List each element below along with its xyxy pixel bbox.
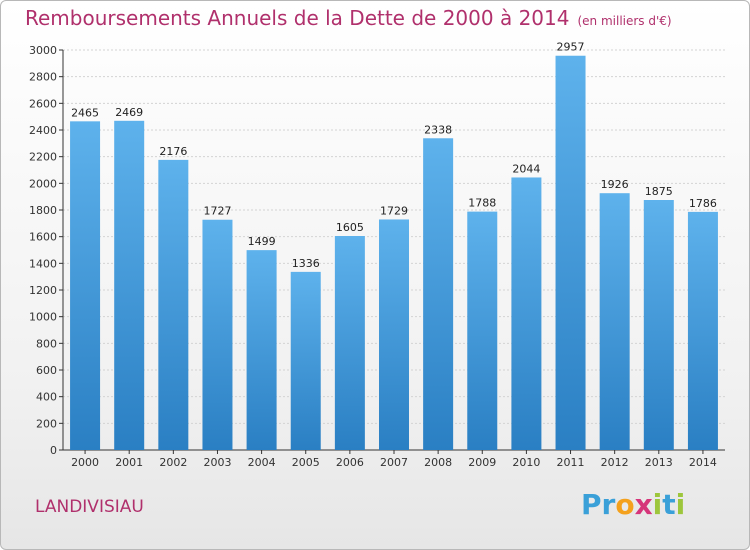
y-tick-label: 1800 [29, 204, 57, 217]
bar [511, 177, 542, 450]
bar [158, 159, 189, 450]
y-tick-label: 400 [36, 391, 57, 404]
data-label: 1499 [248, 235, 276, 248]
data-label: 1875 [645, 185, 673, 198]
bar [290, 271, 321, 450]
data-label: 2469 [115, 106, 143, 119]
y-tick-label: 1400 [29, 257, 57, 270]
data-label: 1926 [601, 178, 629, 191]
bar [687, 211, 718, 450]
x-tick-label: 2010 [512, 456, 540, 469]
x-tick-label: 2014 [689, 456, 717, 469]
x-tick-label: 2013 [645, 456, 673, 469]
data-label: 1336 [292, 257, 320, 270]
x-tick-label: 2005 [292, 456, 320, 469]
x-tick-label: 2012 [601, 456, 629, 469]
data-label: 2176 [159, 145, 187, 158]
y-tick-label: 3000 [29, 44, 57, 57]
y-tick-label: 0 [50, 444, 57, 457]
bar [643, 200, 674, 450]
logo-letter: x [634, 488, 653, 521]
y-tick-label: 2600 [29, 97, 57, 110]
logo-letter: i [652, 488, 663, 521]
city-name: LANDIVISIAU [35, 497, 144, 517]
data-label: 2044 [512, 162, 540, 175]
y-tick-label: 2800 [29, 71, 57, 84]
y-tick-label: 2000 [29, 177, 57, 190]
data-label: 1729 [380, 204, 408, 217]
data-label: 1727 [203, 205, 231, 218]
chart-subtitle: (en milliers d'€) [577, 14, 672, 28]
y-tick-label: 1600 [29, 231, 57, 244]
x-tick-label: 2011 [557, 456, 585, 469]
x-tick-label: 2000 [71, 456, 99, 469]
logo-letter: P [581, 488, 602, 521]
bar [202, 219, 233, 450]
y-tick-label: 200 [36, 417, 57, 430]
logo-letter: i [675, 488, 686, 521]
y-tick-label: 2400 [29, 124, 57, 137]
bar [599, 193, 630, 450]
chart-title: Remboursements Annuels de la Dette de 20… [25, 6, 672, 30]
data-label: 2338 [424, 123, 452, 136]
y-tick-label: 600 [36, 364, 57, 377]
x-tick-label: 2004 [248, 456, 276, 469]
y-tick-label: 1200 [29, 284, 57, 297]
x-tick-label: 2008 [424, 456, 452, 469]
x-tick-label: 2007 [380, 456, 408, 469]
data-label: 2957 [557, 41, 585, 54]
data-label: 2465 [71, 106, 99, 119]
title-text: Remboursements Annuels de la Dette de 20… [25, 6, 570, 30]
x-tick-label: 2002 [159, 456, 187, 469]
x-tick-label: 2009 [468, 456, 496, 469]
data-label: 1786 [689, 197, 717, 210]
bar [70, 121, 101, 450]
y-tick-label: 1000 [29, 311, 57, 324]
logo-letter: r [601, 488, 616, 521]
data-label: 1788 [468, 197, 496, 210]
x-tick-label: 2001 [115, 456, 143, 469]
x-tick-label: 2003 [203, 456, 231, 469]
logo-letter: t [662, 488, 676, 521]
bar [555, 55, 586, 450]
bar [114, 120, 145, 451]
proxiti-logo: Proxiti [581, 488, 685, 521]
y-tick-label: 800 [36, 337, 57, 350]
x-tick-label: 2006 [336, 456, 364, 469]
bar [246, 250, 277, 450]
data-label: 1605 [336, 221, 364, 234]
bar [334, 236, 365, 450]
y-tick-label: 2200 [29, 151, 57, 164]
bar [467, 211, 498, 450]
logo-letter: o [615, 488, 635, 521]
bar [423, 138, 454, 450]
bar [379, 219, 409, 450]
